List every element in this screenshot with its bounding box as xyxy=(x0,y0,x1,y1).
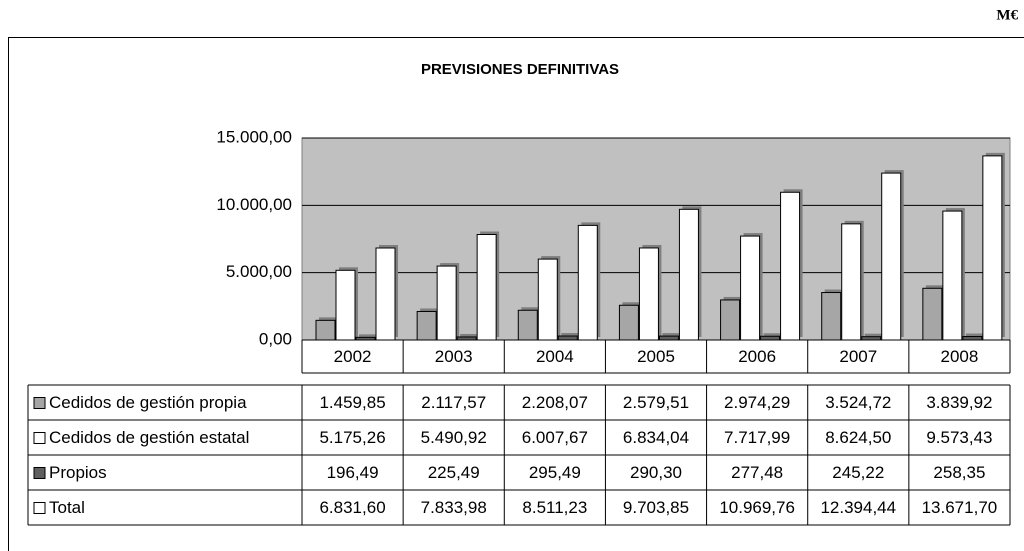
legend-label: Total xyxy=(49,498,85,517)
bar xyxy=(557,335,578,341)
table-value: 6.834,04 xyxy=(623,428,689,447)
table-value: 8.624,50 xyxy=(825,428,891,447)
bar xyxy=(315,319,336,341)
bar xyxy=(740,235,761,341)
bar xyxy=(416,310,437,341)
bar-shadow xyxy=(561,333,581,337)
bar xyxy=(375,247,396,341)
legend-key xyxy=(33,502,46,514)
bar-shadow xyxy=(965,333,985,337)
bar xyxy=(942,210,963,341)
table-value: 295,49 xyxy=(529,463,581,482)
table-value: 6.007,67 xyxy=(522,428,588,447)
bar-shadow xyxy=(460,333,480,337)
legend-key xyxy=(33,397,46,409)
bar xyxy=(577,224,598,341)
chart-title: PREVISIONES DEFINITIVAS xyxy=(421,61,619,78)
chart-border xyxy=(8,37,1024,551)
bar xyxy=(922,287,943,341)
legend-label: Cedidos de gestión estatal xyxy=(49,428,249,447)
table-value: 225,49 xyxy=(428,463,480,482)
bar xyxy=(658,335,679,341)
table-value: 2.117,57 xyxy=(421,393,486,412)
bar xyxy=(760,335,781,341)
y-tick-label: 0,00 xyxy=(259,329,292,348)
x-tick-label: 2007 xyxy=(839,347,877,366)
table-value: 5.490,92 xyxy=(421,428,487,447)
bar xyxy=(821,292,842,341)
table-value: 12.394,44 xyxy=(820,498,896,517)
table-value: 3.839,92 xyxy=(926,393,992,412)
table-value: 8.511,23 xyxy=(522,498,587,517)
table-value: 2.208,07 xyxy=(522,393,588,412)
bar xyxy=(335,269,356,341)
table-value: 2.974,29 xyxy=(724,393,790,412)
table-value: 9.573,43 xyxy=(926,428,992,447)
legend-key xyxy=(33,432,46,444)
y-tick-label: 10.000,00 xyxy=(216,195,292,214)
bar xyxy=(618,304,639,341)
bar xyxy=(678,208,699,341)
bar xyxy=(638,247,659,341)
table-value: 3.524,72 xyxy=(825,393,891,412)
bar-shadow xyxy=(763,333,783,337)
table-value: 1.459,85 xyxy=(319,393,385,412)
table-value: 196,49 xyxy=(327,463,379,482)
y-tick-label: 15.000,00 xyxy=(216,127,292,146)
table-value: 9.703,85 xyxy=(623,498,689,517)
table-value: 258,35 xyxy=(933,463,985,482)
bar-shadow xyxy=(864,333,884,337)
table-value: 245,22 xyxy=(832,463,884,482)
bar-shadow xyxy=(359,334,378,337)
table-value: 7.717,99 xyxy=(724,428,790,447)
bar xyxy=(841,223,862,341)
x-tick-label: 2005 xyxy=(637,347,675,366)
bar xyxy=(517,309,538,341)
table-value: 6.831,60 xyxy=(319,498,385,517)
table-value: 277,48 xyxy=(731,463,783,482)
x-tick-label: 2004 xyxy=(536,347,574,366)
bar xyxy=(476,234,497,341)
table-value: 13.671,70 xyxy=(922,498,998,517)
y-tick-label: 5.000,00 xyxy=(226,262,292,281)
x-tick-label: 2002 xyxy=(334,347,372,366)
bar xyxy=(982,155,1003,341)
bar-shadow xyxy=(662,333,682,337)
table-value: 290,30 xyxy=(630,463,682,482)
unit-label: M€ xyxy=(996,7,1018,23)
bar xyxy=(962,336,983,341)
table-value: 5.175,26 xyxy=(319,428,385,447)
table-value: 7.833,98 xyxy=(421,498,487,517)
bar xyxy=(780,191,801,341)
table-value: 10.969,76 xyxy=(719,498,795,517)
bar xyxy=(537,258,558,341)
table-value: 2.579,51 xyxy=(623,393,689,412)
legend-key xyxy=(33,467,46,479)
legend-label: Propios xyxy=(49,463,107,482)
legend-label: Cedidos de gestión propia xyxy=(49,393,247,412)
bar xyxy=(720,299,741,341)
x-tick-label: 2003 xyxy=(435,347,473,366)
x-tick-label: 2008 xyxy=(941,347,979,366)
x-tick-label: 2006 xyxy=(738,347,776,366)
bar xyxy=(436,265,457,341)
bar xyxy=(881,172,902,341)
